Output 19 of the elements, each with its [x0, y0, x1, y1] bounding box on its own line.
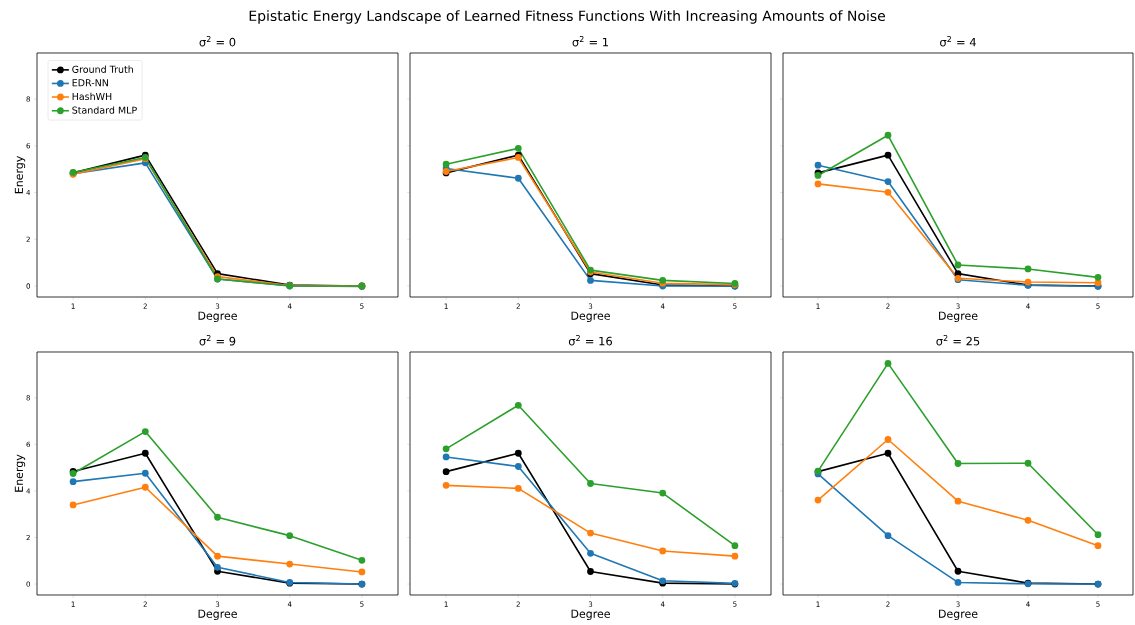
- x-axis-title: Degree: [939, 311, 978, 322]
- legend-label: Standard MLP: [72, 106, 137, 114]
- legend-label: HashWH: [72, 92, 112, 101]
- chart-title: σ$^{2}$ = 4: [940, 35, 976, 47]
- legend-label: Ground Truth: [72, 65, 133, 73]
- x-axis-title: Degree: [198, 311, 237, 322]
- y-axis-title: Energy: [14, 454, 26, 492]
- x-axis-title: Degree: [939, 609, 978, 620]
- x-axis-title: Degree: [571, 609, 610, 620]
- legend-label: EDR-NN: [72, 79, 108, 87]
- chart-title: σ$^{2}$ = 9: [199, 334, 236, 346]
- x-axis-title: Degree: [571, 311, 610, 322]
- chart-title: σ$^{2}$ = 0: [199, 35, 236, 47]
- chart-title: σ$^{2}$ = 25: [936, 334, 980, 346]
- chart-title: σ$^{2}$ = 1: [572, 35, 609, 47]
- chart-title: σ$^{2}$ = 16: [568, 334, 613, 346]
- x-axis-title: Degree: [198, 609, 237, 620]
- text: Epistatic Energy Landscape of Learned Fitness Functions With Increasing Amounts of Noise: [249, 10, 886, 24]
- y-axis-title: Energy: [14, 156, 26, 194]
